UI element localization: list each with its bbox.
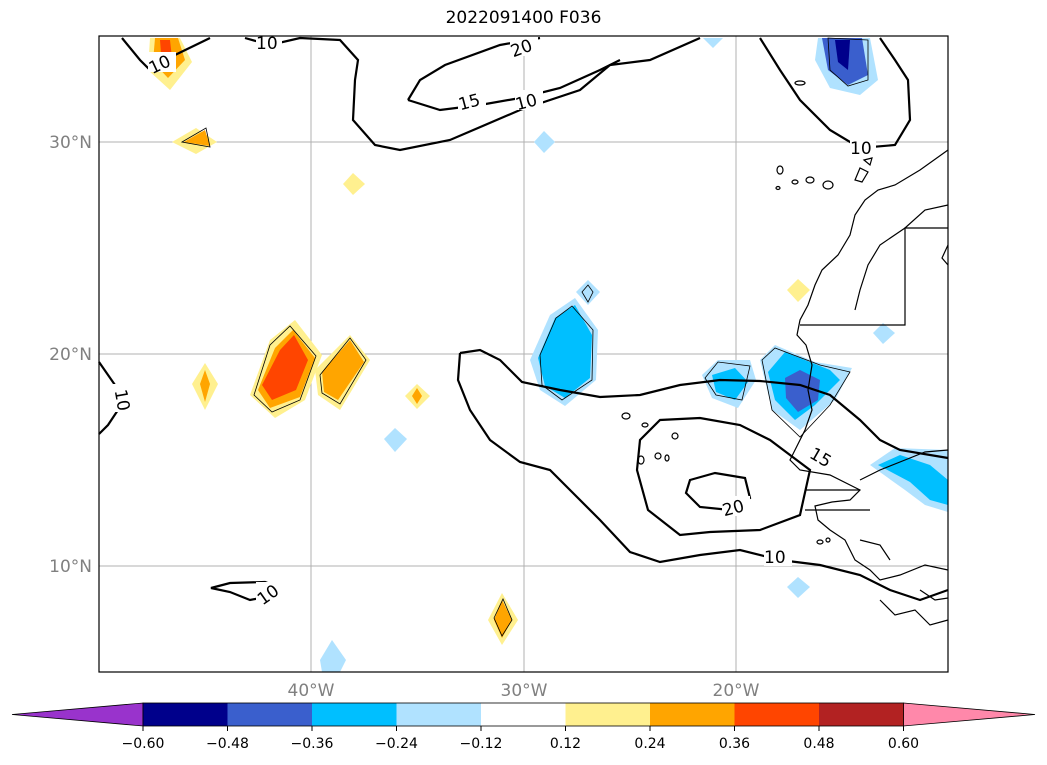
lat-label-30n: 30°N (49, 133, 92, 153)
map-title: 2022091400 F036 (445, 8, 602, 28)
island-7 (862, 157, 873, 167)
warm-blob-28n (343, 173, 365, 195)
lon-label-40w: 40°W (288, 681, 335, 701)
cape-verde-6 (664, 454, 670, 462)
colorbar-label: −0.24 (375, 736, 418, 752)
colorbar-label: −0.36 (291, 736, 334, 752)
outline-18n (761, 347, 851, 438)
lat-label-10n: 10°N (49, 557, 92, 577)
colorbar-frame (142, 702, 904, 727)
contour-labels: 10 20 15 10 10 10 15 20 10 10 10 (108, 33, 876, 610)
contour-label-1: 10 (256, 34, 278, 54)
warm-blob-30n-core (184, 130, 210, 146)
cape-verde-3 (671, 432, 679, 440)
colorbar-segment (396, 703, 482, 726)
island-8 (794, 80, 806, 86)
colorbar-label: 0.24 (634, 736, 665, 752)
cool-blob-south (320, 640, 346, 672)
colorbar-segment (650, 703, 735, 726)
african-coastline (789, 149, 949, 581)
cape-verde-1 (621, 412, 631, 420)
warm-blob-18n-core (412, 388, 422, 404)
inland-border-3 (941, 244, 949, 266)
warm-blob-23n (787, 279, 810, 302)
colorbar-label: 0.48 (803, 736, 834, 752)
outline-ne (827, 37, 869, 87)
colorbar-extend-low (11, 702, 144, 727)
contour-15-north-edge (459, 348, 949, 460)
cape-verde-2 (641, 422, 649, 428)
outline-19n (704, 361, 751, 401)
outline-west-large (253, 325, 317, 413)
colorbar-label: −0.48 (206, 736, 249, 752)
colorbar-segment (143, 703, 228, 726)
contour-label-9: 10 (764, 548, 786, 568)
inland-border-6 (859, 539, 949, 601)
contour-label-5: 10 (850, 139, 872, 159)
island-1 (776, 165, 784, 175)
island-5 (775, 185, 781, 191)
colorbar-segment (481, 703, 566, 726)
inland-border-4 (805, 489, 870, 511)
cool-blob-ne-inner (835, 40, 850, 70)
cool-blob-top (703, 38, 723, 48)
outline-west-small (319, 337, 367, 405)
positive-anomaly-areas (148, 38, 810, 645)
lat-label-20n: 20°N (49, 345, 92, 365)
outline-8n (493, 598, 513, 637)
contour-15-center (635, 416, 812, 537)
colorbar-segment (312, 703, 397, 726)
island-3 (805, 176, 815, 184)
bijagos-2 (825, 537, 831, 543)
contour-north-10 (244, 36, 701, 152)
bijagos-1 (816, 539, 824, 545)
warm-blob-19n-a-core (200, 370, 210, 402)
cool-blob-16n (384, 428, 407, 452)
cool-blob-18n-core (785, 370, 820, 412)
contour-ne-10 (759, 37, 912, 150)
colorbar-extend-high (903, 702, 1036, 727)
lon-label-30w: 30°W (501, 681, 548, 701)
colorbar-label: 0.12 (550, 736, 581, 752)
inland-border-7 (859, 449, 949, 481)
colorbar-segment (819, 703, 904, 726)
colorbar-segment (565, 703, 651, 726)
cool-blob-23n (576, 280, 600, 305)
colorbar-segment (734, 703, 820, 726)
cool-blob-9n (787, 577, 810, 598)
outline-23n (581, 284, 594, 303)
colorbar-label: −0.12 (460, 736, 503, 752)
lon-label-20w: 20°W (713, 681, 760, 701)
warm-blob-west-large-core (262, 335, 308, 400)
cape-verde-5 (654, 452, 662, 460)
cool-blob-30n (534, 131, 555, 153)
outline-30n (180, 127, 211, 148)
cool-blob-21n (873, 323, 895, 344)
cool-blob-east-core (878, 455, 948, 505)
colorbar: −0.60 −0.48 −0.36 −0.24 −0.12 0.12 0.24 0.36 0.4… (11, 702, 1036, 752)
inland-border-2 (800, 227, 948, 326)
contour-10-south (456, 352, 949, 602)
axis-labels: 30°N 20°N 10°N 40°W 30°W 20°W (49, 133, 760, 701)
plot-frame (98, 35, 949, 673)
island-6 (854, 167, 869, 183)
colorbar-label: 0.60 (888, 736, 919, 752)
colorbar-label: 0.36 (719, 736, 750, 752)
inland-border-5 (879, 599, 949, 626)
warm-blob-west-small-core (322, 340, 364, 400)
island-2 (791, 179, 799, 185)
island-4 (822, 180, 834, 190)
cool-blob-19n-core (712, 368, 748, 400)
colorbar-segment (227, 703, 313, 726)
contour-label-11: 10 (110, 388, 133, 413)
colorbar-label: −0.60 (122, 736, 165, 752)
inland-border-1 (854, 204, 949, 311)
